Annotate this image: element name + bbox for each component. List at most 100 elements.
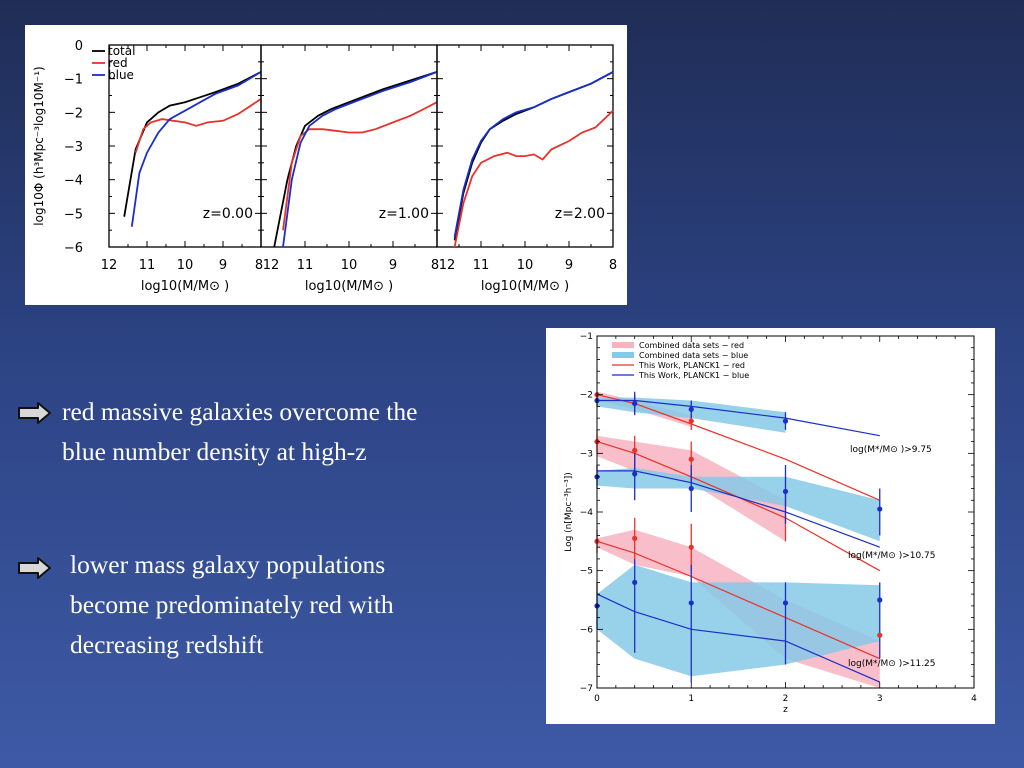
nd-data-point — [632, 579, 638, 585]
mass-function-chart: 12 11 10 9 8 log10(M/M⊙ ) z=0.00 12 11 10 9 8 log10(… — [32, 39, 617, 294]
mf-x-axis-label: log10(M/M⊙ ) — [141, 279, 229, 294]
nd-data-point — [632, 471, 638, 477]
mf-x-tick-label: 8 — [609, 258, 617, 273]
mf-legend-label: red — [108, 56, 128, 70]
mf-series-blue — [453, 71, 614, 238]
bullet-2-line-3: decreasing redshift — [70, 630, 264, 659]
nd-data-point — [688, 456, 694, 462]
mf-y-tick-label: −4 — [64, 174, 83, 189]
mf-y-tick-label: −1 — [64, 73, 83, 88]
nd-y-tick-label: −1 — [580, 332, 593, 342]
bullet-1-line-1: red massive galaxies overcome the — [62, 397, 418, 426]
mf-x-axis-label: log10(M/M⊙ ) — [305, 279, 393, 294]
nd-data-point — [877, 597, 883, 603]
mf-y-tick-label: −6 — [64, 241, 83, 256]
nd-data-point — [782, 418, 789, 424]
bullet-1-line-2: blue number density at high-z — [62, 437, 367, 466]
nd-y-axis-label: Log (n[Mpc⁻³h⁻³]) — [564, 472, 574, 552]
mf-x-tick-label: 9 — [219, 258, 227, 273]
nd-legend-label: Combined data sets − blue — [639, 351, 748, 360]
mf-panel-3: 12 11 10 9 8 log10(M/M⊙ ) z=2.00 — [436, 44, 617, 294]
mf-x-tick-label: 12 — [263, 258, 280, 273]
arrow-right-icon — [18, 557, 51, 579]
mf-legend-label: total — [108, 44, 135, 58]
mf-series-blue — [282, 71, 438, 248]
nd-x-tick-label: 2 — [783, 694, 789, 704]
nd-bin-3 — [597, 529, 880, 688]
mf-x-tick-label: 9 — [565, 258, 573, 273]
mf-series-blue — [130, 71, 262, 227]
mf-x-tick-label: 12 — [101, 258, 118, 273]
number-density-figure: 0 1 2 3 4 −1 −2 −3 −4 −5 −6 −7 z Log (n[Mpc⁻³h⁻³]) Com… — [546, 328, 995, 724]
mf-panel-label: z=2.00 — [555, 206, 605, 222]
nd-x-tick-label: 0 — [594, 694, 600, 704]
mf-x-tick-label: 9 — [389, 258, 397, 273]
mf-legend-label: blue — [108, 68, 134, 82]
mf-x-tick-label: 12 — [439, 258, 456, 273]
nd-bin-2 — [597, 435, 880, 542]
nd-band-blue — [597, 468, 880, 542]
mf-series-red — [453, 110, 614, 248]
mf-x-tick-label: 11 — [473, 258, 490, 273]
nd-data-point — [688, 418, 694, 424]
nd-data-point — [688, 600, 694, 606]
mf-series-red — [282, 101, 438, 231]
nd-band-red — [597, 435, 786, 542]
mf-y-tick-label: −5 — [64, 207, 83, 222]
mf-series-total — [123, 71, 262, 217]
nd-data-point — [877, 632, 883, 638]
mf-x-tick-label: 10 — [177, 258, 194, 273]
mf-x-tick-label: 11 — [297, 258, 314, 273]
nd-mass-bin-label: log(M*/M⊙ )>9.75 — [850, 445, 932, 455]
mf-x-tick-label: 11 — [139, 258, 156, 273]
nd-data-point — [688, 406, 694, 412]
mf-x-tick-label: 10 — [517, 258, 534, 273]
bullet-item-1: red massive galaxies overcome the blue n… — [62, 392, 417, 472]
nd-x-axis-label: z — [783, 705, 788, 715]
mf-x-tick-label: 8 — [431, 258, 439, 273]
nd-data-point — [688, 544, 694, 550]
nd-y-tick-label: −4 — [580, 508, 594, 518]
nd-mass-bin-label: log(M*/M⊙ )>11.25 — [848, 659, 936, 669]
nd-legend-label: This Work, PLANCK1 − blue — [638, 371, 749, 380]
mf-y-tick-label: 0 — [75, 39, 83, 54]
mf-panel-label: z=0.00 — [203, 206, 253, 222]
nd-band-blue — [597, 564, 880, 677]
nd-legend-label: This Work, PLANCK1 − red — [638, 361, 745, 370]
number-density-chart: 0 1 2 3 4 −1 −2 −3 −4 −5 −6 −7 z Log (n[Mpc⁻³h⁻³]) Com… — [564, 332, 977, 715]
bullet-2-line-1: lower mass galaxy populations — [70, 550, 386, 579]
mf-x-axis-label: log10(M/M⊙ ) — [481, 279, 569, 294]
nd-y-tick-label: −5 — [580, 567, 593, 577]
nd-legend-swatch — [612, 342, 634, 348]
nd-data-point — [782, 600, 789, 606]
mf-panel-1: 12 11 10 9 8 log10(M/M⊙ ) z=0.00 — [101, 44, 263, 294]
nd-y-tick-label: −6 — [580, 625, 594, 635]
mf-panel-label: z=1.00 — [379, 206, 429, 222]
mf-x-tick-label: 10 — [341, 258, 358, 273]
nd-y-tick-label: −2 — [580, 391, 593, 401]
nd-data-point — [632, 447, 638, 453]
bullet-2-line-2: become predominately red with — [70, 590, 394, 619]
nd-legend-swatch — [612, 352, 634, 358]
arrow-right-icon — [18, 402, 51, 424]
nd-x-tick-label: 4 — [971, 694, 977, 704]
nd-y-tick-label: −7 — [580, 684, 593, 694]
nd-data-point — [632, 535, 638, 541]
mf-x-tick-label: 8 — [255, 258, 263, 273]
nd-x-tick-label: 3 — [877, 694, 883, 704]
nd-legend-label: Combined data sets − red — [639, 341, 744, 350]
mass-function-figure: 12 11 10 9 8 log10(M/M⊙ ) z=0.00 12 11 10 9 8 log10(… — [25, 25, 627, 305]
nd-mass-bin-label: log(M*/M⊙ )>10.75 — [848, 551, 936, 561]
nd-x-tick-label: 1 — [688, 694, 694, 704]
mf-y-tick-label: −2 — [64, 106, 83, 121]
mf-y-tick-label: −3 — [64, 140, 83, 155]
nd-data-point — [688, 485, 694, 492]
mf-panel-2: 12 11 10 9 8 log10(M/M⊙ ) z=1.00 — [260, 44, 439, 294]
bullet-item-2: lower mass galaxy populations become pre… — [70, 545, 394, 665]
mf-series-red — [134, 98, 262, 153]
mf-y-axis-label: log10Φ (h³Mpc⁻³log10M⁻¹) — [32, 66, 46, 225]
nd-data-point — [782, 488, 789, 495]
nd-y-tick-label: −3 — [580, 449, 593, 459]
